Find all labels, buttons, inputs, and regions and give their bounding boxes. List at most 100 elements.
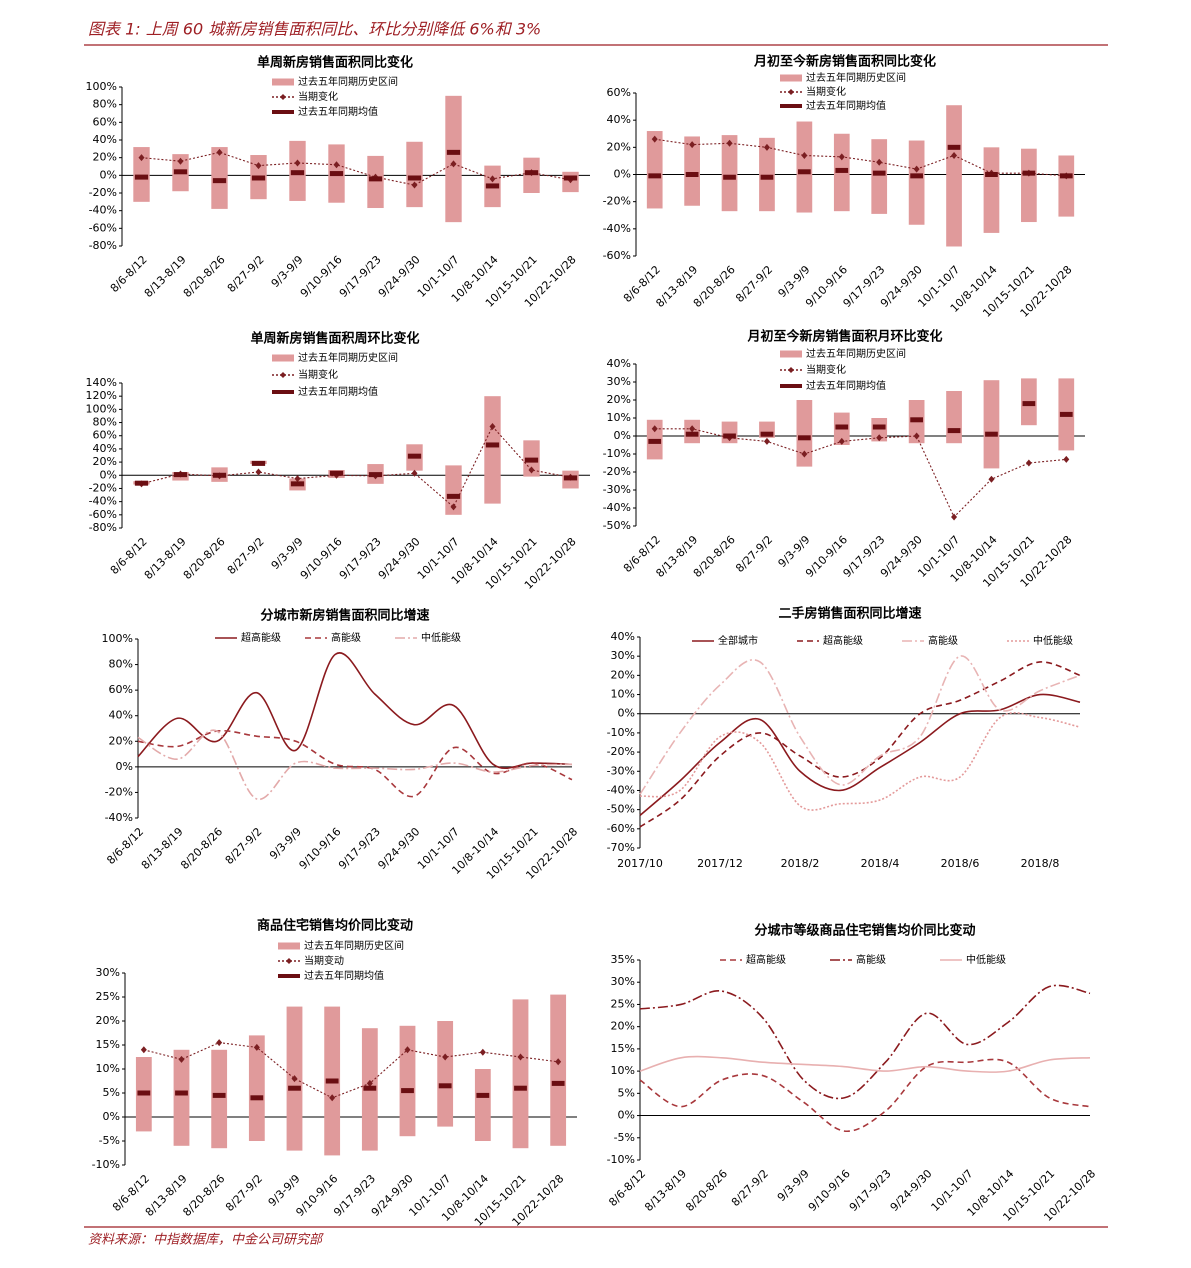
y-tick-label: -60% <box>603 249 631 262</box>
range-bar <box>796 400 813 467</box>
point-marker <box>294 475 301 483</box>
y-tick-label: 20% <box>607 140 631 153</box>
y-tick-label: 140% <box>86 376 117 389</box>
point-marker <box>801 450 808 458</box>
point-marker <box>489 175 496 183</box>
y-tick-label: -20% <box>607 745 635 758</box>
legend-label: 过去五年同期历史区间 <box>304 939 404 952</box>
y-tick-label: 80% <box>93 98 117 111</box>
legend-label: 过去五年同期均值 <box>298 105 378 118</box>
series-line <box>639 711 1081 811</box>
point-marker <box>951 151 958 159</box>
point-marker <box>216 148 223 156</box>
legend-label: 当期变化 <box>806 85 846 98</box>
point-marker <box>216 1039 223 1047</box>
range-bar <box>248 1035 265 1141</box>
y-tick-label: 60% <box>93 115 117 128</box>
mean-marker <box>563 175 578 181</box>
chart-title: 月初至今新房销售面积月环比变化 <box>746 329 942 345</box>
mean-marker <box>250 1095 264 1101</box>
mean-marker <box>212 1092 226 1098</box>
x-tick-label: 8/27-9/2 <box>729 1167 771 1209</box>
x-tick-label: 9/10-9/16 <box>297 825 344 872</box>
series-line <box>639 1055 1091 1073</box>
mean-marker <box>290 481 305 487</box>
y-tick-label: 40% <box>607 357 631 370</box>
page-title: 图表 1: 上周 60 城新房销售面积同比、环比分别降低 6%和 3% <box>88 20 541 39</box>
chart-title: 二手房销售面积同比增速 <box>778 606 921 622</box>
y-tick-label: 100% <box>102 632 133 645</box>
y-tick-label: -20% <box>89 186 117 199</box>
x-tick-label: 9/3-9/9 <box>776 533 813 570</box>
range-bar <box>759 137 775 212</box>
point-marker <box>404 1046 411 1054</box>
point-marker <box>838 153 845 161</box>
y-tick-label: -20% <box>89 481 117 494</box>
point-marker <box>555 1058 562 1066</box>
y-tick-label: -40% <box>607 783 635 796</box>
y-tick-label: 0% <box>103 1110 120 1123</box>
point-marker <box>1025 459 1032 467</box>
mean-marker <box>407 175 422 181</box>
y-tick-label: 15% <box>96 1038 120 1051</box>
y-tick-label: -50% <box>603 519 631 532</box>
x-tick-label: 8/27-9/2 <box>733 533 775 575</box>
series-line <box>137 729 573 798</box>
point-marker <box>411 181 418 189</box>
y-tick-label: -20% <box>603 465 631 478</box>
point-marker <box>442 1053 449 1061</box>
y-tick-label: 35% <box>611 953 635 966</box>
legend-label: 超高能级 <box>746 953 786 966</box>
y-tick-label: 0% <box>116 760 133 773</box>
mean-marker <box>325 1078 339 1084</box>
mean-marker <box>407 453 422 459</box>
range-bar <box>367 155 384 209</box>
mean-marker <box>476 1092 490 1098</box>
point-marker <box>253 1043 260 1051</box>
point-marker <box>489 423 496 430</box>
y-tick-label: 40% <box>607 113 631 126</box>
y-tick-label: 0% <box>100 168 117 181</box>
y-tick-label: 20% <box>93 455 117 468</box>
x-tick-label: 9/3-9/9 <box>266 1172 303 1209</box>
mean-marker <box>910 173 923 179</box>
point-marker <box>294 159 301 167</box>
range-bar <box>1058 155 1075 217</box>
mean-marker <box>251 175 266 181</box>
y-tick-label: -30% <box>607 764 635 777</box>
y-tick-label: -5% <box>614 1131 635 1144</box>
y-tick-label: -10% <box>607 726 635 739</box>
point-marker <box>329 1094 336 1102</box>
x-tick-label: 9/10-9/16 <box>806 1167 853 1214</box>
y-tick-label: 15% <box>611 1042 635 1055</box>
range-bar <box>512 999 529 1149</box>
source-note: 资料来源：中指数据库，中金公司研究部 <box>88 1232 324 1248</box>
legend-swatch <box>272 78 294 86</box>
range-bar <box>550 994 567 1146</box>
point-marker <box>255 162 262 170</box>
legend-label: 高能级 <box>928 634 958 647</box>
mean-marker <box>723 174 736 180</box>
legend-label: 全部城市 <box>718 634 758 647</box>
range-bar <box>484 396 501 504</box>
chart-title: 分城市等级商品住宅销售均价同比变动 <box>754 923 975 939</box>
mean-marker <box>835 167 849 173</box>
legend-swatch <box>780 74 802 82</box>
x-tick-label: 9/17-9/23 <box>847 1167 894 1214</box>
y-tick-label: -80% <box>89 239 117 252</box>
point-marker <box>726 139 733 147</box>
series-line <box>141 151 571 186</box>
mean-marker <box>212 472 227 478</box>
point-marker <box>450 160 457 168</box>
x-tick-label: 8/20-8/26 <box>181 535 228 582</box>
point-marker <box>763 143 770 151</box>
y-tick-label: 40% <box>109 709 133 722</box>
range-bar <box>946 391 962 444</box>
range-bar <box>721 135 738 212</box>
point-marker <box>255 468 262 476</box>
point-marker <box>763 437 770 445</box>
point-marker <box>1063 455 1070 463</box>
x-tick-label: 9/3-9/9 <box>776 263 813 300</box>
y-tick-label: 10% <box>96 1062 120 1075</box>
range-bar <box>871 139 888 214</box>
